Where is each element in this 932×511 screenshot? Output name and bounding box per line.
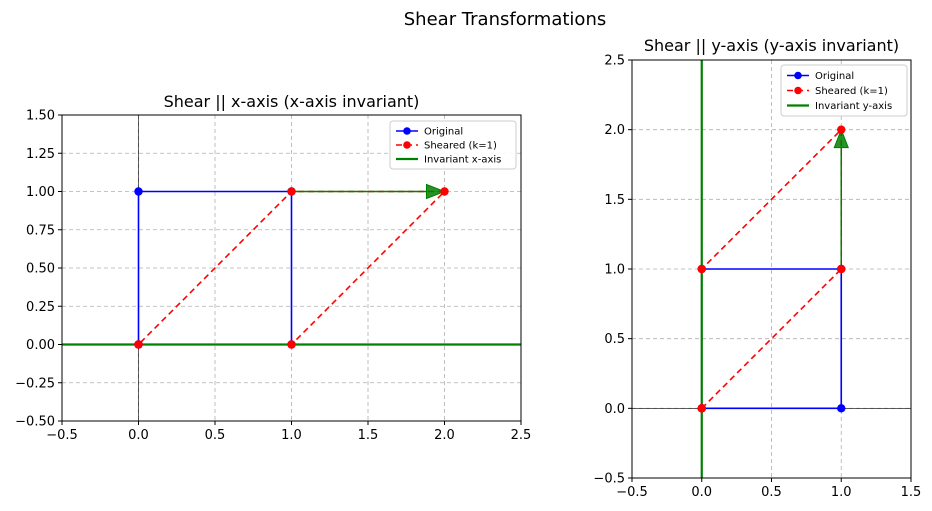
legend-marker-0 <box>794 71 802 80</box>
y-tick-label: 1.5 <box>604 193 625 208</box>
y-tick-label: 1.50 <box>26 109 55 124</box>
series-point-1-2 <box>440 187 449 196</box>
y-tick-label: 0.75 <box>26 223 55 238</box>
series-point-1-2 <box>837 125 846 134</box>
arrow-head-0 <box>833 128 849 149</box>
y-tick-label: 1.00 <box>26 185 55 200</box>
legend-label-2: Invariant y-axis <box>815 101 892 112</box>
axes-shear-y: −0.5 0.0 0.5 1.0 1.5 −0.5 0.0 0.5 1.0 1.5 2.0 2.5 Sh… <box>593 36 921 500</box>
axes-title: Shear || x-axis (x-axis invariant) <box>164 92 420 111</box>
arrow-head-0 <box>426 183 446 200</box>
x-tick-label: 1.5 <box>901 485 922 500</box>
y-tick-label: 0.5 <box>604 332 625 347</box>
series-point-1-4 <box>134 340 143 349</box>
legend: Original Sheared (k=1) Invariant y-axis <box>780 64 908 117</box>
legend: Original Sheared (k=1) Invariant x-axis <box>389 120 517 170</box>
x-tick-label: 0.5 <box>205 428 226 443</box>
x-tick-label: 2.5 <box>511 428 532 443</box>
y-tick-label: 2.5 <box>604 54 625 69</box>
legend-label-1: Sheared (k=1) <box>815 86 888 97</box>
plot-area <box>697 60 849 478</box>
x-tick-label: 0.0 <box>691 485 712 500</box>
y-tick-label: −0.5 <box>593 472 625 487</box>
legend-marker-1 <box>794 86 802 95</box>
axes-title: Shear || y-axis (y-axis invariant) <box>644 36 899 55</box>
series-point-1-1 <box>287 340 296 349</box>
series-point-0-3 <box>134 187 143 196</box>
y-tick-label: 0.25 <box>26 300 55 315</box>
y-tick-label: 2.0 <box>604 123 625 138</box>
axes-shear-x: −0.5 0.0 0.5 1.0 1.5 2.0 2.5 −0.50 −0.25 0.00 0.25… <box>15 92 531 443</box>
y-tick-label: 0.00 <box>26 338 55 353</box>
legend-label-2: Invariant x-axis <box>424 155 501 166</box>
legend-label-0: Original <box>815 71 854 82</box>
legend-label-0: Original <box>424 127 463 138</box>
x-tick-label: −0.5 <box>616 485 648 500</box>
y-tick-label: 1.0 <box>604 263 625 278</box>
series-point-1-3 <box>697 264 706 274</box>
series-point-0-1 <box>837 404 846 413</box>
legend-marker-0 <box>403 127 411 135</box>
x-tick-label: 1.0 <box>831 485 852 500</box>
legend-label-1: Sheared (k=1) <box>424 141 497 152</box>
y-tick-label: 0.0 <box>604 402 625 417</box>
x-tick-label: 0.0 <box>128 428 149 443</box>
plot-area <box>62 183 521 349</box>
x-tick-label: 1.0 <box>281 428 302 443</box>
legend-marker-1 <box>403 141 411 149</box>
y-tick-label: 0.50 <box>26 262 55 277</box>
x-tick-label: 0.5 <box>761 485 782 500</box>
y-tick-label: 1.25 <box>26 147 55 162</box>
x-tick-label: −0.5 <box>46 428 78 443</box>
legend-box <box>389 120 517 170</box>
figure-suptitle: Shear Transformations <box>404 9 606 30</box>
x-tick-label: 2.0 <box>434 428 455 443</box>
y-tick-label: −0.50 <box>15 415 55 430</box>
y-tick-label: −0.25 <box>15 376 55 391</box>
series-point-1-1 <box>837 264 846 274</box>
series-point-1-4 <box>697 404 706 413</box>
legend-box <box>780 64 908 117</box>
x-tick-label: 1.5 <box>358 428 379 443</box>
series-point-1-3 <box>287 187 296 196</box>
